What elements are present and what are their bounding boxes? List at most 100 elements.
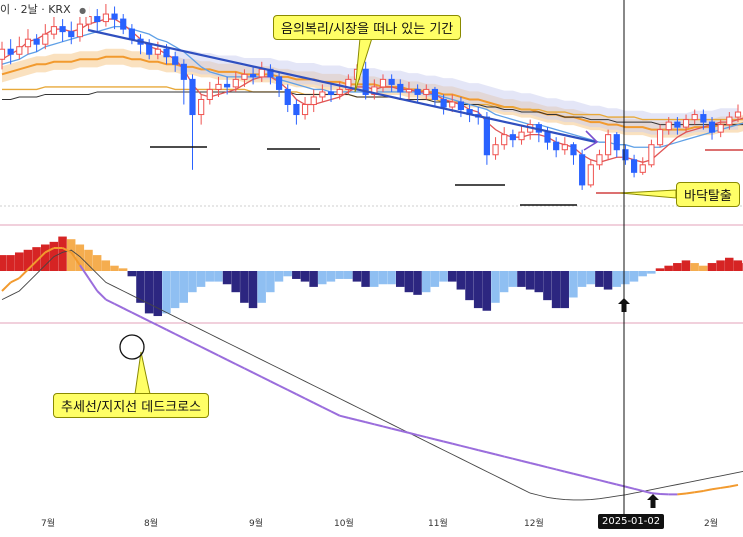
histogram-bar: [378, 271, 388, 285]
histogram-bar: [127, 271, 137, 277]
indicator-main-segment: [269, 380, 280, 387]
histogram-bar: [690, 263, 699, 271]
candle: [275, 71, 283, 97]
candle: [596, 149, 603, 170]
candle-body: [700, 114, 707, 123]
histogram-bar: [196, 271, 206, 287]
histogram-bar: [595, 271, 604, 287]
histogram-bar: [465, 271, 474, 301]
x-axis-tick-label: 10월: [334, 519, 354, 529]
indicator-main-segment: [503, 455, 514, 460]
candle-body: [509, 134, 516, 141]
candle: [527, 119, 534, 140]
candle: [535, 122, 542, 143]
candle: [68, 21, 75, 45]
candle: [605, 129, 612, 160]
indicator-main-segment: [374, 423, 384, 428]
histogram-bar: [525, 271, 535, 290]
indicator-main-segment: [391, 427, 401, 432]
candle: [579, 149, 586, 190]
indicator-main-segment: [651, 492, 661, 495]
candle-body: [120, 18, 127, 30]
histogram-bar: [707, 263, 717, 271]
indicator-main-segment: [677, 492, 687, 496]
indicator-main-segment: [330, 410, 341, 417]
candle: [553, 137, 560, 158]
candle-body: [414, 88, 421, 95]
candle: [717, 119, 724, 138]
histogram-bar: [344, 271, 353, 279]
candle-body: [682, 119, 690, 128]
histogram-bar: [725, 257, 734, 271]
candle-body: [613, 134, 620, 151]
histogram-bar: [66, 239, 76, 271]
candle-body: [570, 144, 577, 156]
candle: [111, 6, 118, 30]
candle-body: [518, 131, 525, 141]
histogram-bar: [413, 271, 422, 295]
indicator-main-segment: [62, 247, 72, 254]
histogram-bar: [664, 265, 673, 271]
callout-period-text: 음의복리/시장을 떠나 있는 기간: [281, 22, 454, 37]
candle: [708, 117, 716, 140]
candle-body: [102, 13, 110, 23]
histogram-bar: [543, 271, 552, 301]
indicator-main-segment: [140, 315, 150, 322]
histogram-bar: [162, 271, 171, 314]
indicator-main-segment: [443, 440, 453, 445]
indicator-main-segment: [244, 367, 254, 374]
trend-arrow-icon: [583, 130, 599, 151]
histogram-bar: [23, 249, 33, 271]
candle: [726, 112, 733, 130]
candle: [250, 66, 257, 85]
histogram-bar: [430, 271, 440, 287]
indicator-main-segment: [400, 429, 410, 434]
candle: [362, 61, 369, 100]
indicator-main-segment: [200, 346, 211, 353]
indicator-main-segment: [87, 277, 99, 292]
candle-body: [457, 101, 465, 111]
histogram-bar: [421, 271, 431, 293]
ma-fast-line: [1, 18, 743, 163]
candle-body: [501, 134, 508, 146]
indicator-main-segment: [408, 431, 418, 437]
histogram-bar: [6, 255, 15, 271]
histogram-bar: [508, 271, 518, 287]
candle-body: [397, 83, 404, 93]
histogram-bar: [439, 271, 448, 282]
histogram-bar: [14, 252, 24, 271]
candle: [180, 59, 187, 105]
histogram-bar: [612, 271, 621, 287]
indicator-main-segment: [426, 436, 436, 441]
candle-body: [622, 149, 629, 161]
histogram-bar: [699, 265, 708, 271]
callout-breakout-pointer: [619, 189, 677, 199]
histogram-pane: [0, 224, 743, 324]
candle: [319, 84, 326, 102]
histogram-bar: [231, 271, 240, 293]
up-arrow-icon: [647, 494, 659, 508]
candle-body: [59, 26, 66, 33]
candle: [224, 76, 231, 95]
histogram-bar: [560, 271, 569, 309]
indicator-main-segment: [304, 397, 315, 404]
indicator-main-segment: [720, 485, 730, 489]
indicator-main-segment: [486, 451, 496, 456]
candle-body: [379, 78, 387, 88]
indicator-main-segment: [166, 328, 176, 335]
crosshair-date-badge: 2025-01-02: [598, 514, 665, 529]
histogram-bar: [318, 271, 327, 285]
indicator-main-segment: [633, 487, 643, 492]
candle: [501, 127, 508, 150]
indicator-main-segment: [452, 442, 462, 447]
candle: [7, 39, 14, 65]
indicator-main-segment: [521, 459, 531, 464]
indicator-main-segment: [564, 470, 574, 475]
indicator-main-segment: [365, 421, 375, 426]
indicator-main-segment: [711, 486, 721, 491]
overlay-layer: [119, 0, 677, 514]
candle-body: [440, 98, 447, 108]
indicator-pane: [1, 247, 743, 501]
candle: [561, 137, 568, 155]
